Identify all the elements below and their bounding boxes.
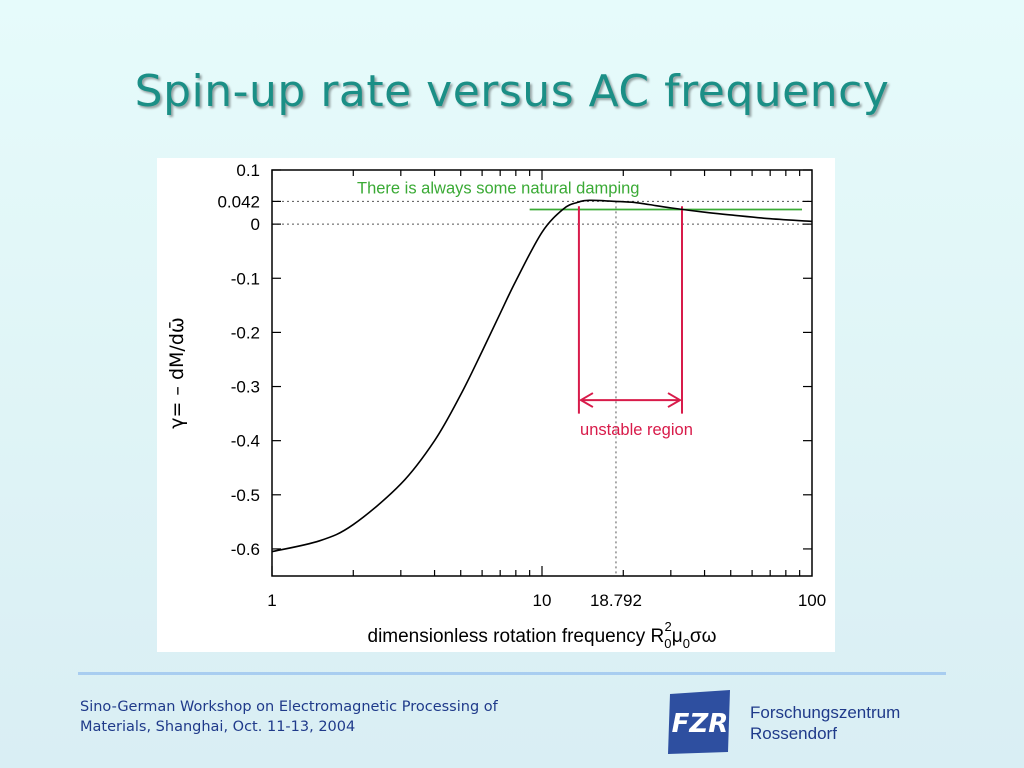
chart-panel: There is always some natural damping unst… [157, 158, 835, 652]
y-tick-label: 0 [251, 215, 260, 234]
x-axis-label-prefix: dimensionless rotation frequency R [368, 626, 665, 647]
y-tick-label: -0.1 [231, 269, 260, 288]
x-axis-label-sup: 2 [665, 619, 672, 634]
unstable-arrow-head-left [578, 392, 594, 408]
x-tick-label: 100 [798, 591, 826, 610]
x-axis-label-sub: 0 [664, 636, 671, 651]
unstable-label: unstable region [580, 421, 693, 439]
y-tick-label: 0.1 [236, 161, 260, 180]
y-tick-label: -0.4 [231, 432, 260, 451]
y-tick-label: -0.6 [231, 540, 260, 559]
x-axis-label-mu: μ [672, 626, 683, 647]
chart-svg: There is always some natural damping unst… [166, 161, 826, 651]
x-tick-label: 18.792 [590, 591, 642, 610]
unstable-arrow-head-right [667, 392, 682, 408]
fzr-logo-text: FZR [672, 709, 729, 739]
ticks-layer [271, 169, 812, 576]
x-axis-label-sub2: 0 [683, 636, 690, 651]
footer-institution-line1: Forschungszentrum [750, 703, 901, 722]
x-axis-label-suffix: σω [690, 626, 717, 647]
fzr-logo-shape [668, 690, 730, 754]
tick-labels-layer: 0.1 0.042 0 -0.1 -0.2 -0.3 -0.4 -0.5 -0.6 1 10 18.7… [217, 161, 826, 610]
footer-event-line2: Materials, Shanghai, Oct. 11-13, 2004 [80, 719, 356, 735]
series-layer [271, 199, 813, 553]
damping-label: There is always some natural damping [357, 179, 639, 197]
x-axis-label: dimensionless rotation frequency R02μ0σω [368, 619, 717, 651]
fzr-logo: FZR [668, 690, 730, 754]
y-tick-label: -0.3 [231, 378, 260, 397]
x-tick-label: 10 [533, 591, 552, 610]
y-tick-label: -0.2 [231, 323, 260, 342]
footer-institution: Forschungszentrum Rossendorf [750, 702, 970, 744]
footer-event-line1: Sino-German Workshop on Electromagnetic … [80, 699, 498, 715]
reference-lines [272, 200, 812, 576]
footer-event: Sino-German Workshop on Electromagnetic … [80, 697, 600, 737]
annotation-layer: There is always some natural damping unst… [357, 179, 802, 439]
y-tick-label: -0.5 [231, 486, 260, 505]
slide-title: Spin-up rate versus AC frequency [134, 66, 890, 117]
y-tick-label: 0.042 [217, 192, 260, 211]
y-axis-label: γ= – dM/dω̄ [166, 317, 188, 429]
footer-divider [78, 672, 946, 675]
x-tick-label: 1 [267, 591, 276, 610]
footer-institution-line2: Rossendorf [750, 724, 837, 743]
series-line [271, 199, 813, 553]
